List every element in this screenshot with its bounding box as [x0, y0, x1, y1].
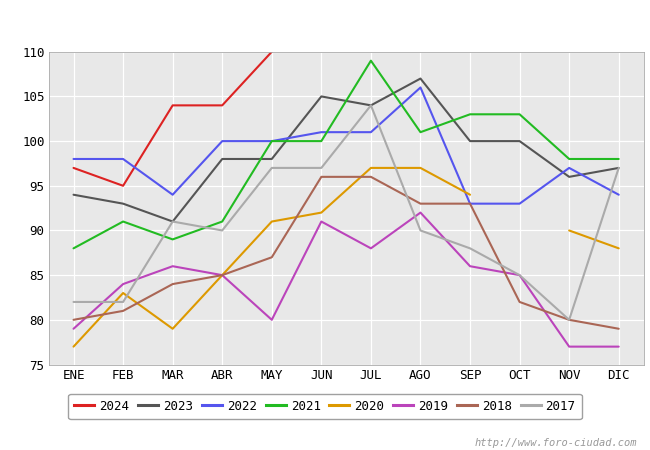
Legend: 2024, 2023, 2022, 2021, 2020, 2019, 2018, 2017: 2024, 2023, 2022, 2021, 2020, 2019, 2018… — [68, 393, 582, 419]
Text: http://www.foro-ciudad.com: http://www.foro-ciudad.com — [474, 438, 637, 448]
Text: Afiliados en Plasencia de Jalón a 31/5/2024: Afiliados en Plasencia de Jalón a 31/5/2… — [91, 14, 559, 33]
